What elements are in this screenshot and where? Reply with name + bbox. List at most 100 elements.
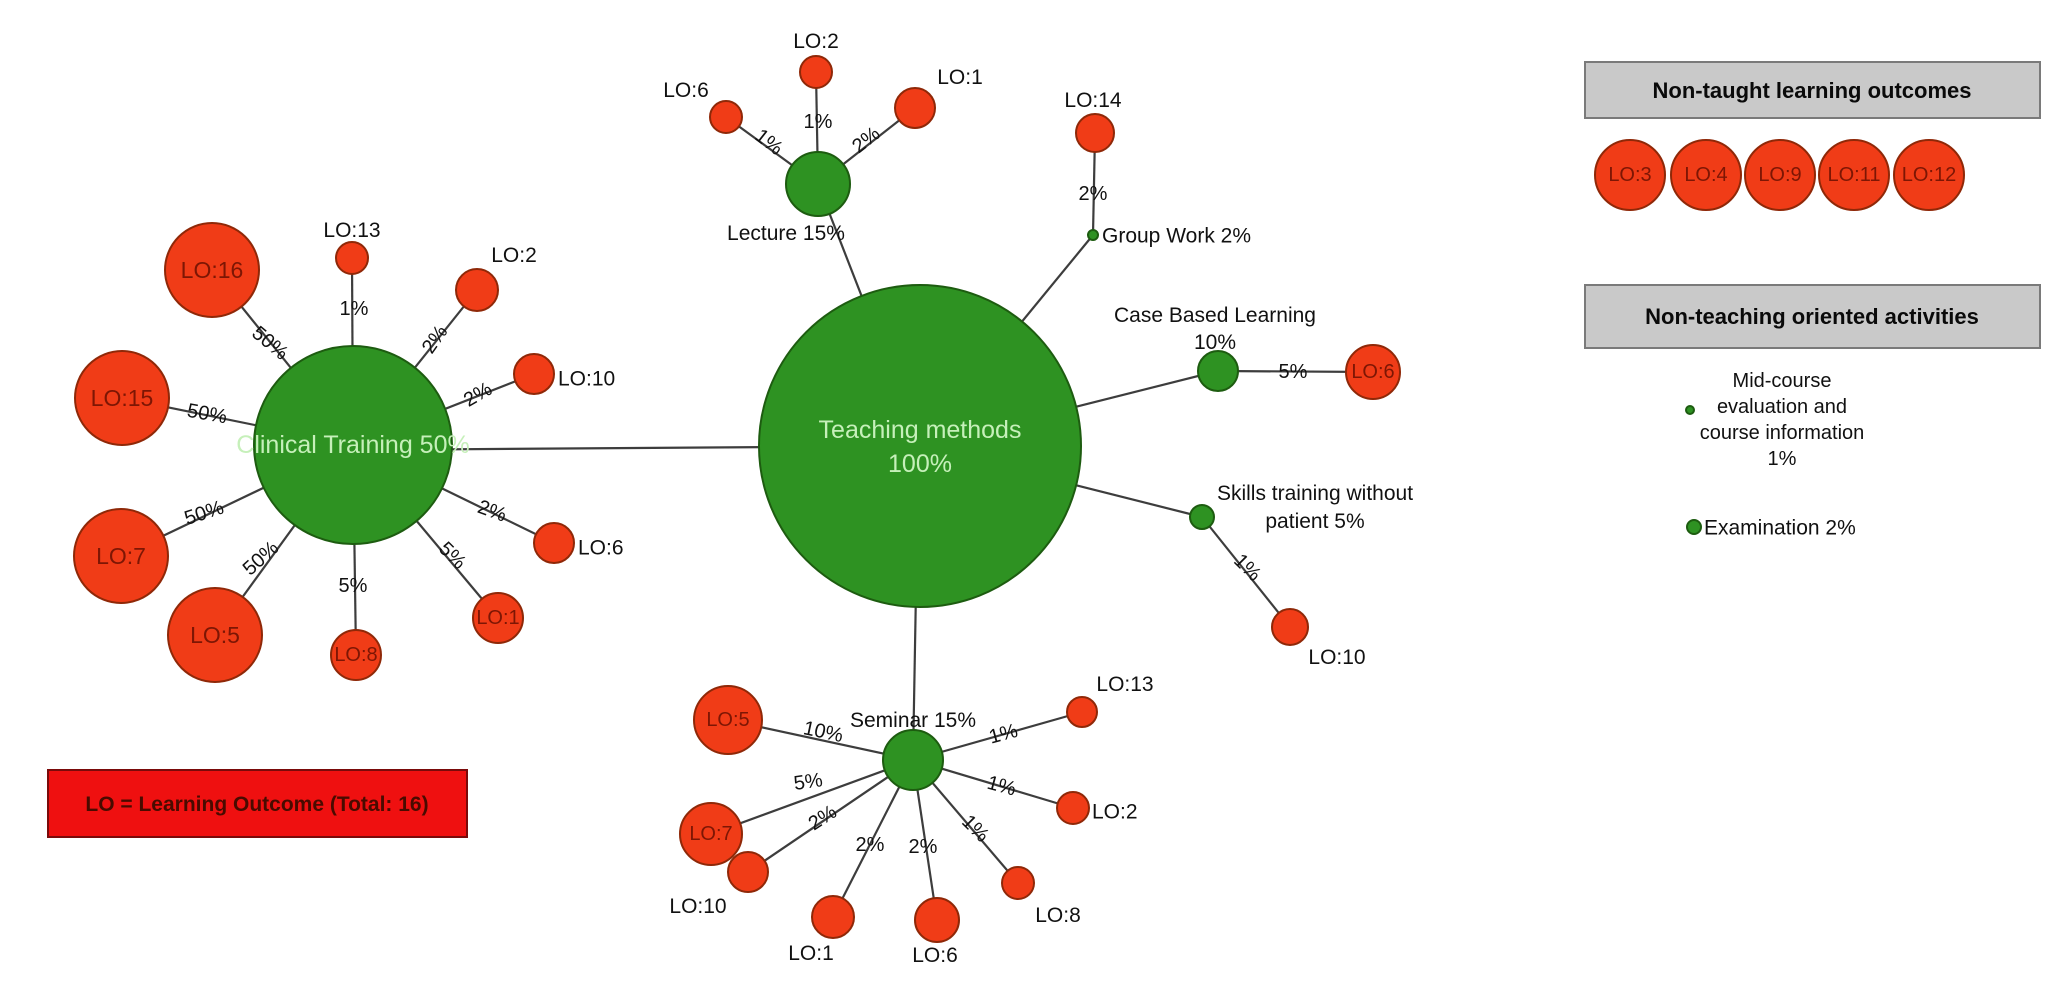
node-seminar [882,729,944,791]
lo-node-clinical-6 [533,522,575,564]
lo-node-lecture-6 [709,100,743,134]
non-teaching-header-box [1584,284,2041,349]
lo-node-skills-10 [1271,608,1309,646]
lo-label-seminar-8: LO:8 [1035,904,1081,927]
node-lecture [785,151,851,217]
lo-label-clinical-2: LO:2 [491,244,537,267]
lo-label-clinical-16: LO:16 [181,257,244,283]
pct-groupwork-lo14: 2% [1079,183,1108,205]
lo-node-seminar-6 [914,897,960,943]
edge-seminar-lo7 [710,758,914,836]
pct-clinical-lo10: 2% [460,378,496,412]
pct-clinical-lo13: 1% [340,298,369,320]
node-case-based-learning [1197,350,1239,392]
lo-node-groupwork-14 [1075,113,1115,153]
seminar-label: Seminar 15% [850,709,976,732]
lo-label-lecture-6: LO:6 [663,79,709,102]
clinical-training-label: Clinical Training 50% [236,431,469,459]
skills-label-line2: patient 5% [1265,510,1364,533]
lo-node-lecture-2 [799,55,833,89]
pct-lecture-lo6: 1% [751,125,787,160]
pct-seminar-lo8: 1% [957,811,993,847]
lo-node-seminar-5 [693,685,763,755]
lo-node-clinical-5 [167,587,263,683]
lecture-label: Lecture 15% [727,222,845,245]
lo-node-clinical-16 [164,222,260,318]
node-examination-dot [1686,519,1702,535]
pct-seminar-lo6: 2% [909,836,938,858]
non-taught-title: Non-taught learning outcomes [1653,78,1972,103]
lo-node-clinical-1 [472,592,524,644]
group-work-label: Group Work 2% [1102,225,1251,248]
pct-clinical-lo6: 2% [475,496,510,527]
lo-node-lecture-1 [894,87,936,129]
edge-seminar-lo10 [747,759,914,873]
node-teaching-methods [758,284,1082,608]
lo-label-clinical-5: LO:5 [190,622,240,648]
examination-label: Examination 2% [1704,517,1856,540]
lo-legend-text: LO = Learning Outcome (Total: 16) [85,793,428,816]
pct-clinical-lo7: 50% [182,497,227,530]
lo-node-seminar-10 [727,851,769,893]
lo-node-clinical-8 [330,629,382,681]
lo-label-clinical-1: LO:1 [476,607,519,629]
lo-label-groupwork-14: LO:14 [1064,89,1122,112]
teaching-methods-label-line1: Teaching methods [819,416,1022,444]
lo-node-clinical-2 [455,268,499,312]
pct-seminar-lo13: 1% [987,720,1021,749]
pct-seminar-lo5: 10% [801,717,845,747]
lo-node-seminar-2 [1056,791,1090,825]
lo-label-nontaught-12: LO:12 [1902,164,1956,186]
midcourse-line3: course information [1700,422,1865,444]
lo-legend-box [47,769,468,838]
lo-node-nontaught-11 [1818,139,1890,211]
lo-label-casebased-6: LO:6 [1351,361,1394,383]
pct-seminar-lo7: 5% [792,769,824,795]
lo-node-nontaught-12 [1893,139,1965,211]
lo-label-seminar-13: LO:13 [1096,673,1153,696]
lo-label-nontaught-3: LO:3 [1608,164,1651,186]
pct-casebased-lo6: 5% [1279,361,1308,383]
pct-lecture-lo1: 2% [848,123,884,158]
midcourse-line4: 1% [1768,448,1797,470]
lo-node-nontaught-9 [1744,139,1816,211]
lo-label-seminar-5: LO:5 [706,709,749,731]
teaching-methods-label-line2: 100% [888,450,952,478]
pct-skills-lo10: 1% [1229,550,1265,586]
lo-label-clinical-13: LO:13 [323,219,380,242]
pct-clinical-lo5: 50% [239,537,284,580]
pct-clinical-lo8: 5% [339,575,368,597]
lo-label-clinical-8: LO:8 [334,644,377,666]
lo-node-casebased-6 [1345,344,1401,400]
lo-label-seminar-2: LO:2 [1092,801,1138,824]
lo-node-clinical-10 [513,353,555,395]
midcourse-line2: evaluation and [1717,396,1847,418]
edge-skills-lo10 [1201,516,1291,628]
pct-clinical-lo16: 50% [247,322,292,365]
lo-node-clinical-13 [335,241,369,275]
case-based-label: Case Based Learning [1114,304,1316,327]
non-taught-header-box [1584,61,2041,119]
lo-label-skills-10: LO:10 [1308,646,1365,669]
pct-clinical-lo1: 5% [434,538,470,574]
lo-node-seminar-13 [1066,696,1098,728]
lo-label-clinical-15: LO:15 [91,385,154,411]
lo-label-seminar-1: LO:1 [788,942,834,965]
node-group-work [1087,229,1099,241]
lo-node-clinical-15 [74,350,170,446]
pct-clinical-lo15: 50% [185,400,228,429]
lo-label-seminar-6: LO:6 [912,944,958,967]
lo-label-nontaught-11: LO:11 [1828,164,1881,186]
lo-node-seminar-1 [811,895,855,939]
lo-node-seminar-8 [1001,866,1035,900]
lo-label-lecture-2: LO:2 [793,30,839,53]
lo-node-nontaught-3 [1594,139,1666,211]
node-skills-training [1189,504,1215,530]
lo-label-seminar-10: LO:10 [669,895,726,918]
skills-label-line1: Skills training without [1217,482,1413,505]
lo-label-clinical-6: LO:6 [578,537,624,560]
non-teaching-title: Non-teaching oriented activities [1645,304,1979,329]
case-based-pct-label: 10% [1194,331,1236,354]
